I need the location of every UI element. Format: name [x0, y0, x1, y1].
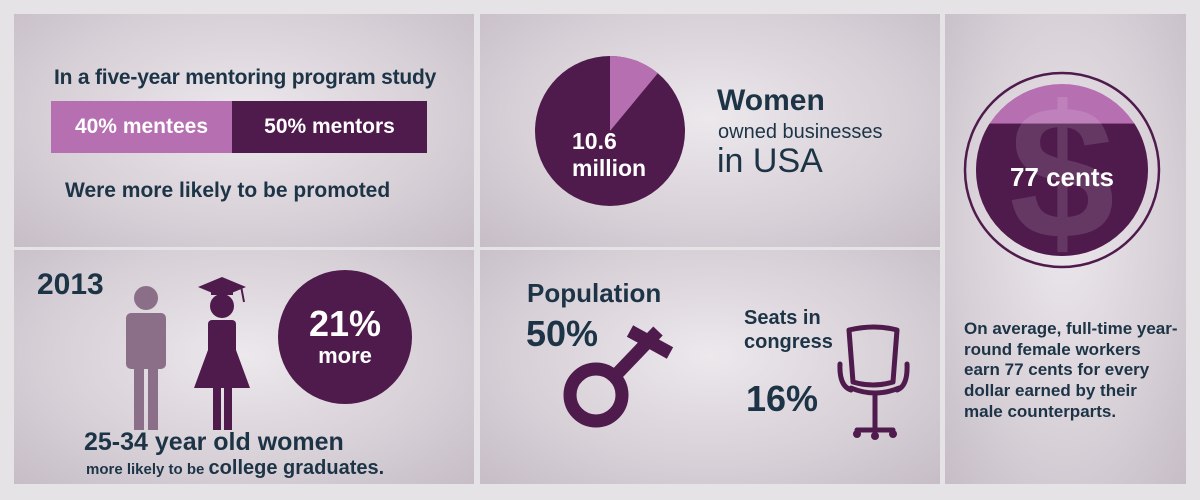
year-label: 2013 — [37, 268, 104, 301]
business-title-usa: in USA — [717, 142, 823, 180]
seats-label: Seats in congress — [744, 306, 833, 355]
mentors-bar: 50% mentors — [232, 101, 427, 153]
male-figure-icon — [126, 286, 166, 430]
business-panel: 10.6 million Women owned businesses in U… — [480, 14, 940, 247]
graduates-percent: 21% — [308, 302, 382, 344]
business-pie-chart — [535, 56, 685, 206]
graduates-subcaption: more likely to be college graduates. — [86, 457, 384, 480]
office-chair-icon — [837, 324, 910, 440]
seats-label-line2: congress — [744, 331, 833, 354]
congress-panel: Population 50% Seats in congress 16% — [480, 250, 940, 484]
mentoring-footer: Were more likely to be promoted — [65, 179, 391, 202]
mentoring-panel: In a five-year mentoring program study 4… — [14, 14, 474, 247]
population-percent: 50% — [526, 313, 599, 354]
dollar-icon: $ — [1009, 70, 1115, 270]
graduates-panel: 2013 21% more 25-34 year old women more … — [14, 250, 474, 484]
pie-highlight-slice — [610, 56, 658, 131]
mentees-bar: 40% mentees — [51, 101, 232, 153]
coin-fill — [976, 123, 1148, 256]
pie-label-value: 10.6 — [572, 128, 617, 154]
population-label: Population — [527, 278, 662, 308]
graduates-more: more — [318, 342, 372, 368]
wage-description: On average, full-time year-round female … — [964, 319, 1178, 421]
mentoring-heading: In a five-year mentoring program study — [54, 66, 437, 89]
pie-label-unit: million — [572, 155, 647, 182]
business-title-women: Women — [717, 84, 825, 117]
graduate-woman-icon — [194, 277, 250, 430]
pie-label: 10.6 million — [572, 128, 672, 182]
seats-label-line1: Seats in — [744, 307, 821, 329]
people-illustration — [126, 277, 250, 430]
business-title-owned: owned businesses — [718, 121, 883, 143]
percent-circle: 21% more — [278, 270, 412, 404]
coin-label: 77 cents — [1009, 162, 1115, 192]
graduates-caption: 25-34 year old women — [84, 428, 344, 456]
wage-panel: $ 77 cents On average, full-time year-ro… — [945, 14, 1186, 484]
venus-symbol-icon — [563, 325, 674, 428]
graduates-subcaption-big: college graduates. — [208, 457, 385, 479]
graduates-subcaption-small: more likely to be — [86, 461, 205, 478]
seats-percent: 16% — [746, 378, 819, 419]
dollar-coin-icon: $ — [963, 70, 1161, 270]
